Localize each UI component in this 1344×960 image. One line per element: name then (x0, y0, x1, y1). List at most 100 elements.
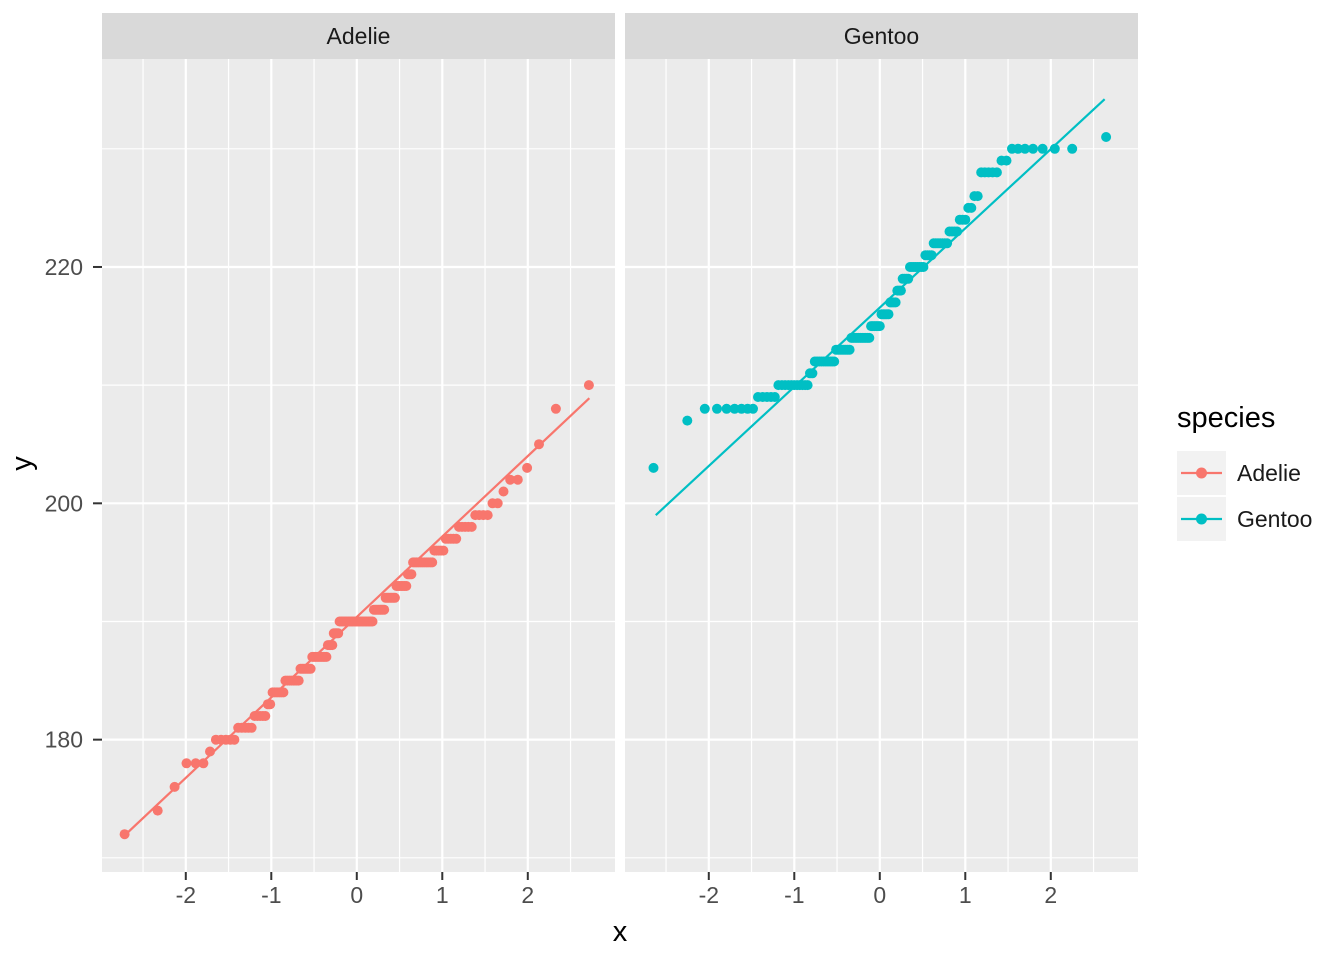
qq-point (321, 651, 332, 662)
legend: species Adelie Gentoo (1177, 402, 1312, 543)
qq-point (198, 758, 209, 769)
y-tick-label: 220 (45, 254, 83, 280)
panel-background (102, 59, 615, 872)
legend-entry-gentoo: Gentoo (1177, 497, 1312, 541)
panel-content (648, 98, 1112, 516)
qq-point (466, 521, 477, 532)
legend-key-adelie-icon (1177, 451, 1226, 495)
qq-point (748, 403, 758, 414)
facet-strip-label-adelie: Adelie (326, 22, 391, 49)
legend-point-icon (1196, 513, 1207, 525)
x-tick-label: 1 (959, 882, 972, 908)
qq-point (505, 474, 516, 485)
qq-point (305, 663, 316, 674)
qq-point (682, 415, 693, 426)
x-tick-label: 0 (873, 882, 886, 908)
qq-point (942, 238, 953, 249)
qq-point (427, 557, 438, 568)
qq-point (583, 380, 594, 391)
qq-point (181, 758, 192, 769)
qq-point (729, 403, 740, 414)
qq-point (367, 616, 378, 627)
qq-point (648, 462, 659, 473)
x-tick-label: -1 (784, 882, 804, 908)
legend-label-adelie: Adelie (1237, 459, 1301, 486)
qq-point (512, 474, 523, 485)
x-axis-title: x (612, 916, 628, 948)
qq-point (712, 403, 722, 414)
qq-point (333, 628, 344, 639)
qq-point (926, 250, 937, 261)
x-tick-label: -2 (176, 882, 196, 908)
qq-point (401, 581, 412, 591)
qq-point (260, 711, 271, 721)
x-tick-label: 2 (1044, 882, 1057, 908)
qq-point (769, 392, 780, 402)
qq-point (169, 781, 180, 792)
qq-point (844, 344, 855, 355)
x-tick-label: 1 (436, 882, 449, 908)
qq-point (293, 675, 304, 686)
qq-point (522, 462, 533, 473)
qq-point (152, 805, 163, 816)
qq-point (807, 368, 818, 379)
legend-entry-adelie: Adelie (1177, 451, 1312, 495)
qq-point (1049, 143, 1060, 154)
legend-title: species (1177, 402, 1276, 434)
facet-strip-adelie: Adelie (102, 13, 615, 59)
qq-point (829, 356, 840, 367)
panel-background (625, 59, 1138, 872)
legend-point-icon (1196, 467, 1207, 479)
qq-point (327, 640, 338, 651)
x-tick-label: -2 (699, 882, 719, 908)
qq-point (1001, 155, 1012, 166)
qq-point (278, 687, 289, 698)
legend-label-gentoo: Gentoo (1237, 505, 1313, 532)
facet-strip-gentoo: Gentoo (625, 13, 1138, 59)
qq-point (265, 699, 276, 710)
qq-point (451, 533, 462, 544)
qq-line (655, 98, 1106, 516)
qq-point (389, 592, 400, 603)
x-tick-label: -1 (261, 882, 281, 908)
qq-point (991, 167, 1002, 178)
qq-point (890, 297, 901, 308)
qq-point (1013, 143, 1024, 154)
qq-point (883, 309, 894, 320)
qq-point (966, 202, 977, 213)
qq-point (119, 829, 130, 840)
qq-point (498, 486, 509, 497)
facet-strip-label-gentoo: Gentoo (843, 22, 920, 49)
qq-point (874, 321, 885, 332)
qq-point (205, 746, 215, 757)
qq-point (972, 191, 983, 202)
qq-point (246, 722, 257, 733)
x-tick-label: 0 (350, 882, 363, 908)
qq-point (721, 403, 732, 414)
panel-content (119, 380, 594, 840)
qq-point (379, 604, 390, 615)
qq-point (534, 439, 544, 450)
qq-point (190, 758, 201, 769)
y-tick-label: 200 (45, 490, 83, 516)
qq-point (482, 510, 493, 521)
qq-point (1037, 143, 1048, 154)
qq-point (1067, 143, 1078, 154)
qq-point (1028, 143, 1038, 154)
qq-point (903, 273, 914, 284)
qq-point (918, 262, 929, 272)
qq-point (438, 545, 449, 556)
qq-point (550, 403, 561, 414)
qq-point (406, 569, 417, 580)
qq-point (699, 403, 710, 414)
qq-point (802, 380, 813, 391)
qq-point (952, 226, 963, 237)
y-tick-label: 180 (45, 727, 83, 753)
qq-point (1101, 132, 1112, 142)
legend-key-gentoo-icon (1177, 497, 1226, 541)
qq-point (1020, 143, 1030, 154)
qq-point (492, 498, 503, 509)
qq-point (960, 214, 971, 225)
